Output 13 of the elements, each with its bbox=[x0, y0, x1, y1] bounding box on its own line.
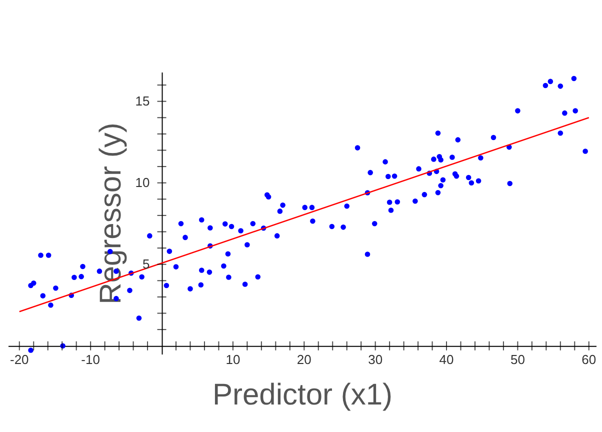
y-tick-label: 5 bbox=[142, 256, 150, 272]
x-tick-label: 20 bbox=[296, 352, 312, 367]
y-tick-label: 10 bbox=[135, 174, 150, 190]
y-axis-title: Regressor (y) bbox=[94, 122, 128, 304]
x-tick-label: 30 bbox=[368, 352, 383, 367]
y-tick-label: 15 bbox=[135, 93, 150, 108]
x-tick-label: -20 bbox=[10, 352, 29, 367]
x-tick-label: -10 bbox=[81, 352, 100, 367]
x-tick-label: 10 bbox=[226, 352, 240, 367]
x-axis-title: Predictor (x1) bbox=[212, 378, 393, 412]
x-tick-label: 50 bbox=[510, 352, 525, 367]
x-tick-label: 60 bbox=[582, 352, 596, 367]
x-tick-label: 40 bbox=[439, 352, 454, 367]
